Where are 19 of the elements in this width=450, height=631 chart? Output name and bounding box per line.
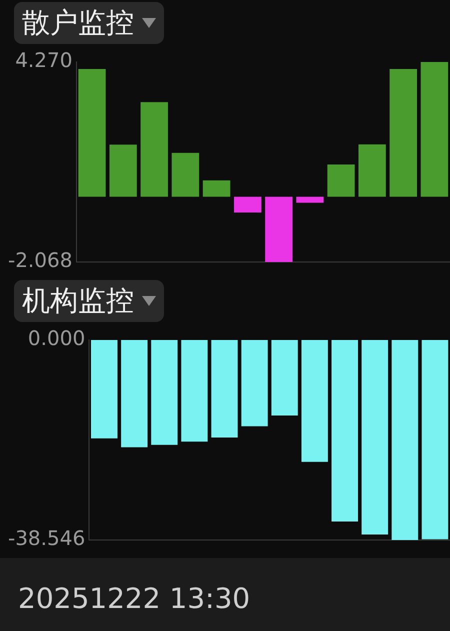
bar [265,196,292,262]
bar [390,68,418,197]
bar [78,68,106,197]
bar [140,102,168,197]
bar [327,164,355,197]
y-tick-label: -38.546 [8,526,86,550]
chart-title: 机构监控 [22,283,134,319]
bar [109,144,137,197]
bar [358,144,386,197]
bar [234,196,262,213]
chart-title: 散户监控 [22,5,134,41]
y-tick-label: 4.270 [15,48,72,72]
bar [296,196,324,203]
bar [420,62,448,197]
y-tick-label: 0.000 [28,326,86,350]
y-tick-label: -2.068 [8,248,72,272]
text: 20251222 13:30 [0,558,450,631]
bar [172,152,200,197]
bar [202,180,230,197]
